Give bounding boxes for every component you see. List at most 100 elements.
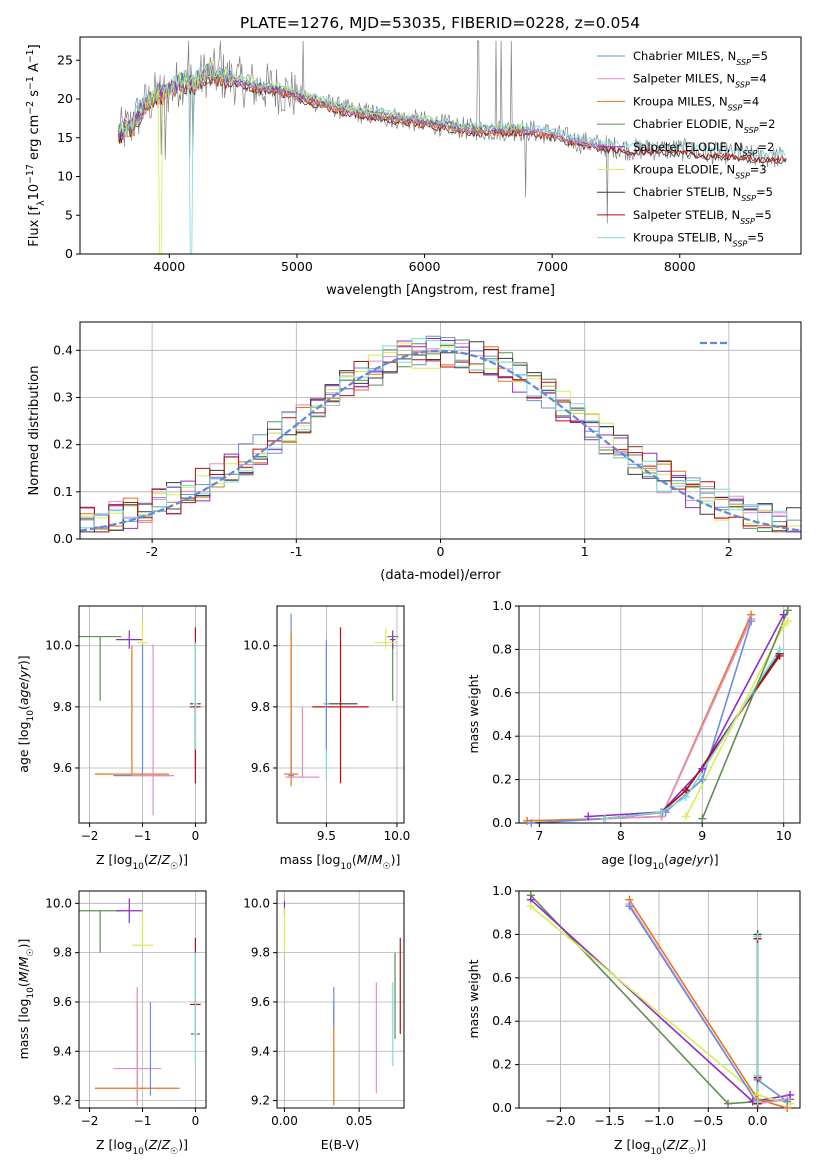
legend-label-krou_elodie: Kroupa ELODIE, NSSP=3 bbox=[633, 163, 767, 181]
legend-suffix: =2 bbox=[757, 140, 774, 154]
weight-marker-krou_elodie bbox=[783, 617, 792, 626]
label-part: log bbox=[633, 852, 652, 867]
x-tick-label: −1.5 bbox=[595, 1113, 625, 1128]
label-part: s bbox=[27, 90, 42, 101]
label-part: ( bbox=[352, 852, 357, 867]
label-part: 10 bbox=[132, 1147, 144, 1157]
legend-suffix: =5 bbox=[751, 49, 768, 63]
label-part: λ bbox=[36, 200, 47, 206]
mass-vs-metallicity-panel: −2 −1 09.29.49.69.810.0Z [log10(Z/Z☉)]mass… bbox=[16, 890, 207, 1157]
plot-area bbox=[284, 613, 399, 787]
plot-area bbox=[530, 894, 791, 1108]
y-axis-label: age [log10(age/yr)] bbox=[16, 655, 36, 772]
label-part: ( bbox=[664, 852, 669, 867]
legend-label-salp_elodie: Salpeter ELODIE, NSSP=2 bbox=[633, 140, 774, 158]
weight-line-krou_miles bbox=[527, 614, 752, 822]
weight-line-krou_stelib bbox=[604, 648, 781, 820]
y-tick-label: 0.0 bbox=[492, 815, 512, 830]
label-part: −17 bbox=[25, 164, 36, 184]
label-part: ☉ bbox=[170, 1147, 178, 1157]
figure-title: PLATE=1276, MJD=53035, FIBERID=0228, z=0… bbox=[240, 14, 640, 32]
x-tick-label: 4000 bbox=[153, 259, 185, 274]
label-part: )] bbox=[696, 1137, 706, 1152]
label-part: ☉ bbox=[383, 862, 391, 872]
label-part: 10 bbox=[650, 1147, 662, 1157]
weight-marker-chab_elodie bbox=[783, 606, 792, 615]
label-part: −2 bbox=[25, 101, 36, 115]
y-tick-label: 0.1 bbox=[53, 484, 73, 499]
label-part: Normed distribution bbox=[27, 366, 42, 496]
y-tick-label: 9.8 bbox=[53, 946, 72, 960]
weight-line-salp_elodie bbox=[588, 614, 785, 818]
legend-suffix: =3 bbox=[750, 163, 767, 177]
x-tick-label: −2.0 bbox=[545, 1113, 575, 1128]
x-tick-label: 0.0 bbox=[748, 1113, 768, 1128]
model-spectrum-krou_elodie bbox=[117, 60, 525, 254]
label-part: )] bbox=[16, 655, 31, 665]
weight-marker-chab_miles bbox=[625, 902, 634, 911]
residual-histogram-panel: -2 -1 0 1 2 0.0 0.1 0.2 0.3 0.4 (data-model)/error… bbox=[27, 321, 802, 583]
x-tick-label: 7000 bbox=[536, 259, 568, 274]
x-axis-label: E(B-V) bbox=[321, 1137, 360, 1152]
model-spectrum-krou_stelib bbox=[118, 64, 786, 254]
legend-sub: SSP bbox=[744, 126, 759, 135]
x-tick-label: −1.0 bbox=[644, 1113, 674, 1128]
x-tick-label: 10.0 bbox=[384, 829, 411, 843]
label-part: / bbox=[675, 1137, 680, 1152]
y-tick-label: 9.6 bbox=[251, 995, 270, 1009]
x-tick-label: 0.05 bbox=[346, 1114, 373, 1128]
plot-area bbox=[80, 335, 801, 539]
legend-prefix: Kroupa ELODIE, N bbox=[633, 163, 735, 177]
x-axis-label: Z [log10(Z/Z☉)] bbox=[96, 852, 188, 872]
label-part: )] bbox=[178, 1137, 188, 1152]
y-tick-label: 10 bbox=[57, 169, 73, 184]
y-tick-label: 9.2 bbox=[251, 1094, 270, 1108]
weight-line-chab_elodie bbox=[530, 894, 791, 1105]
plot-area bbox=[527, 609, 789, 823]
weight-marker-chab_miles bbox=[527, 819, 536, 827]
y-tick-label: 0.6 bbox=[492, 970, 512, 985]
label-part: ☉ bbox=[170, 862, 178, 872]
legend-prefix: Kroupa MILES, N bbox=[633, 94, 728, 108]
x-tick-label: −2 bbox=[81, 1114, 99, 1128]
x-tick-label: 0 bbox=[437, 544, 445, 559]
spectrum-panel: 4000 5000 6000 7000 8000 0 5 10 15 20 25 wavelength… bbox=[25, 36, 802, 298]
weight-marker-krou_stelib bbox=[753, 1071, 762, 1080]
label-part: −1 bbox=[25, 76, 36, 90]
legend-label-chab_stelib: Chabrier STELIB, NSSP=5 bbox=[633, 185, 773, 203]
y-axis-label: Normed distribution bbox=[27, 366, 42, 496]
label-part: age [ bbox=[601, 852, 633, 867]
legend-prefix: Salpeter STELIB, N bbox=[633, 208, 740, 222]
axes-frame bbox=[518, 605, 801, 824]
label-part: / bbox=[16, 677, 31, 682]
legend-sub: SSP bbox=[741, 194, 756, 203]
label-part: M bbox=[357, 852, 368, 867]
label-part: ( bbox=[16, 705, 31, 710]
y-tick-label: 0.0 bbox=[53, 531, 73, 546]
weight-marker-krou_stelib bbox=[753, 932, 762, 941]
label-part: 10 bbox=[653, 862, 665, 872]
label-part: age [ bbox=[16, 741, 31, 773]
x-tick-label: 5000 bbox=[281, 259, 313, 274]
y-tick-label: 9.6 bbox=[53, 761, 72, 775]
x-tick-label: 8000 bbox=[664, 259, 696, 274]
label-part: ☉ bbox=[688, 1147, 696, 1157]
x-tick-label: −1 bbox=[134, 1114, 152, 1128]
label-part: / bbox=[157, 852, 162, 867]
weight-marker-krou_stelib bbox=[681, 792, 690, 801]
label-part: )] bbox=[391, 852, 401, 867]
weight-vs-metallicity-panel: −2.0 −1.5 −1.0 −0.5 0.0 0.0 0.2 0.4 0.6 0.8 1.0 Z [… bbox=[466, 883, 801, 1157]
x-tick-label: -2 bbox=[146, 544, 158, 559]
weight-marker-krou_stelib bbox=[600, 814, 609, 823]
y-axis-label: mass [log10(M/M☉)] bbox=[16, 939, 36, 1060]
histogram-krou_stelib bbox=[80, 338, 801, 539]
x-tick-label: 7 bbox=[535, 828, 543, 843]
x-axis-label: mass [log10(M/M☉)] bbox=[280, 852, 401, 872]
label-part: E(B-V) bbox=[321, 1137, 360, 1152]
label-part: / bbox=[368, 852, 373, 867]
legend-sub: SSP bbox=[733, 239, 748, 248]
weight-marker-salp_elodie bbox=[786, 1090, 795, 1099]
weight-marker-salp_elodie bbox=[584, 812, 593, 821]
y-tick-label: 9.6 bbox=[251, 761, 270, 775]
y-tick-label: 25 bbox=[57, 52, 73, 67]
